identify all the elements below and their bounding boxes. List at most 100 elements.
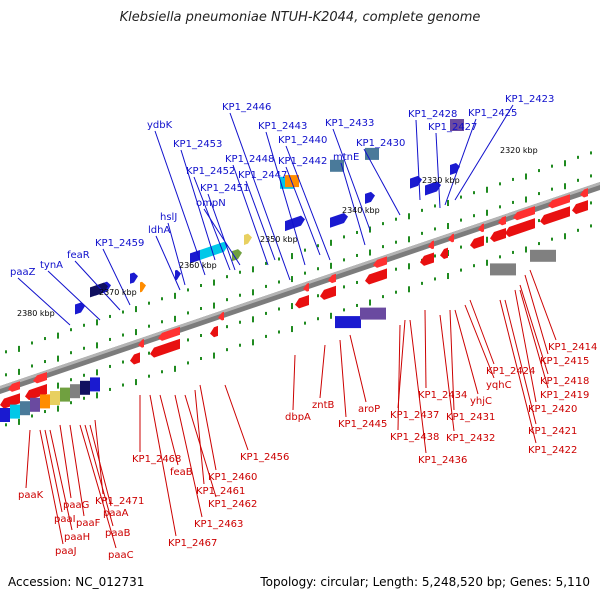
reverse-gene-feature[interactable] bbox=[513, 206, 535, 221]
reverse-gene-feature[interactable] bbox=[505, 218, 535, 237]
gene-label[interactable]: KP1_2468 bbox=[132, 454, 181, 465]
gene-label[interactable]: KP1_2425 bbox=[468, 108, 517, 119]
gene-label[interactable]: KP1_2424 bbox=[486, 366, 535, 377]
gene-label[interactable]: dbpA bbox=[285, 412, 311, 423]
gene-label[interactable]: KP1_2460 bbox=[208, 472, 257, 483]
reverse-gene-feature[interactable] bbox=[320, 285, 336, 300]
gene-label[interactable]: paaZ bbox=[10, 267, 36, 278]
gene-label[interactable]: KP1_2443 bbox=[258, 121, 307, 132]
gene-block[interactable] bbox=[285, 175, 299, 188]
gene-label[interactable]: paaF bbox=[76, 518, 101, 529]
gene-block[interactable] bbox=[40, 394, 50, 409]
reverse-gene-feature[interactable] bbox=[428, 240, 434, 250]
forward-gene-feature[interactable] bbox=[75, 302, 85, 315]
gene-label[interactable]: tynA bbox=[40, 260, 63, 271]
gene-block[interactable] bbox=[70, 384, 80, 399]
gene-label[interactable]: KP1_2414 bbox=[548, 342, 597, 353]
gene-block[interactable] bbox=[450, 119, 464, 131]
gene-label[interactable]: paaH bbox=[64, 532, 90, 543]
forward-gene-feature[interactable] bbox=[244, 233, 252, 246]
gene-block[interactable] bbox=[20, 401, 30, 416]
gene-block[interactable] bbox=[335, 316, 361, 329]
forward-gene-feature[interactable] bbox=[130, 272, 138, 284]
gene-label[interactable]: KP1_2430 bbox=[356, 138, 405, 149]
gene-label[interactable]: KP1_2437 bbox=[390, 410, 439, 421]
gene-label[interactable]: KP1_2467 bbox=[168, 538, 217, 549]
reverse-gene-feature[interactable] bbox=[572, 200, 588, 215]
gene-label[interactable]: KP1_2436 bbox=[418, 455, 467, 466]
gene-label[interactable]: KP1_2438 bbox=[390, 432, 439, 443]
gene-label[interactable]: paaB bbox=[105, 528, 131, 539]
gene-label[interactable]: KP1_2432 bbox=[446, 433, 495, 444]
gene-label[interactable]: yqhC bbox=[486, 380, 512, 391]
gene-label[interactable]: KP1_2433 bbox=[325, 118, 374, 129]
gene-label[interactable]: mtnE bbox=[333, 152, 359, 163]
gene-label[interactable]: paaK bbox=[18, 490, 44, 501]
gene-block[interactable] bbox=[80, 380, 90, 395]
reverse-gene-feature[interactable] bbox=[540, 206, 570, 226]
gene-label[interactable]: KP1_2452 bbox=[186, 166, 235, 177]
gene-label[interactable]: hslJ bbox=[160, 212, 177, 223]
gene-block[interactable] bbox=[90, 377, 100, 392]
reverse-gene-feature[interactable] bbox=[218, 311, 224, 321]
reverse-gene-feature[interactable] bbox=[440, 247, 448, 260]
gene-label[interactable]: KP1_2434 bbox=[418, 390, 467, 401]
gene-label[interactable]: KP1_2419 bbox=[540, 390, 589, 401]
reverse-gene-feature[interactable] bbox=[130, 352, 140, 365]
gene-label[interactable]: yhjC bbox=[470, 396, 492, 407]
reverse-gene-feature[interactable] bbox=[295, 294, 309, 309]
forward-gene-feature[interactable] bbox=[232, 249, 242, 262]
gene-label[interactable]: KP1_2451 bbox=[200, 183, 249, 194]
reverse-gene-feature[interactable] bbox=[448, 233, 454, 243]
reverse-gene-feature[interactable] bbox=[365, 268, 387, 285]
gene-block[interactable] bbox=[60, 387, 70, 402]
forward-gene-feature[interactable] bbox=[425, 181, 441, 196]
reverse-gene-feature[interactable] bbox=[580, 188, 588, 198]
reverse-gene-feature[interactable] bbox=[33, 372, 47, 384]
gene-label[interactable]: KP1_2420 bbox=[528, 404, 577, 415]
gene-block[interactable] bbox=[490, 263, 516, 276]
reverse-gene-feature[interactable] bbox=[8, 381, 20, 392]
forward-gene-feature[interactable] bbox=[365, 191, 375, 204]
reverse-gene-feature[interactable] bbox=[25, 384, 47, 401]
gene-label[interactable]: KP1_2462 bbox=[208, 499, 257, 510]
gene-label[interactable]: KP1_2456 bbox=[240, 452, 289, 463]
reverse-gene-feature[interactable] bbox=[373, 256, 387, 268]
reverse-gene-feature[interactable] bbox=[478, 223, 484, 233]
gene-label[interactable]: KP1_2418 bbox=[540, 376, 589, 387]
gene-block[interactable] bbox=[330, 159, 344, 172]
gene-label[interactable]: KP1_2459 bbox=[95, 238, 144, 249]
reverse-gene-feature[interactable] bbox=[420, 252, 434, 266]
reverse-gene-feature[interactable] bbox=[328, 273, 336, 284]
gene-label[interactable]: feaB bbox=[170, 467, 193, 478]
gene-label[interactable]: paaC bbox=[108, 550, 134, 561]
gene-label[interactable]: KP1_2461 bbox=[196, 486, 245, 497]
reverse-gene-feature[interactable] bbox=[303, 282, 309, 292]
gene-label[interactable]: ydbK bbox=[147, 120, 173, 131]
reverse-gene-feature[interactable] bbox=[470, 235, 484, 249]
reverse-gene-feature[interactable] bbox=[138, 339, 144, 348]
gene-label[interactable]: KP1_2440 bbox=[278, 135, 327, 146]
gene-label[interactable]: KP1_2445 bbox=[338, 419, 387, 430]
gene-block[interactable] bbox=[30, 397, 40, 412]
gene-label[interactable]: aroP bbox=[358, 404, 380, 415]
gene-block[interactable] bbox=[0, 408, 10, 422]
reverse-gene-feature[interactable] bbox=[150, 338, 180, 358]
forward-gene-feature[interactable] bbox=[450, 162, 460, 175]
forward-gene-feature[interactable] bbox=[330, 213, 348, 228]
reverse-gene-feature[interactable] bbox=[490, 227, 506, 243]
gene-block[interactable] bbox=[50, 391, 60, 405]
reverse-gene-feature[interactable] bbox=[548, 194, 570, 209]
reverse-gene-feature[interactable] bbox=[158, 326, 180, 341]
gene-label[interactable]: KP1_2471 bbox=[95, 496, 144, 507]
forward-gene-feature[interactable] bbox=[90, 282, 108, 298]
gene-label[interactable]: KP1_2446 bbox=[222, 102, 271, 113]
gene-label[interactable]: KP1_2428 bbox=[408, 109, 457, 120]
reverse-gene-feature[interactable] bbox=[498, 215, 506, 226]
gene-label[interactable]: KP1_2415 bbox=[540, 356, 589, 367]
gene-label[interactable]: KP1_2431 bbox=[446, 412, 495, 423]
gene-label[interactable]: KP1_2423 bbox=[505, 94, 554, 105]
reverse-gene-feature[interactable] bbox=[210, 325, 218, 338]
gene-label[interactable]: paaJ bbox=[55, 546, 77, 557]
gene-block[interactable] bbox=[360, 307, 386, 320]
